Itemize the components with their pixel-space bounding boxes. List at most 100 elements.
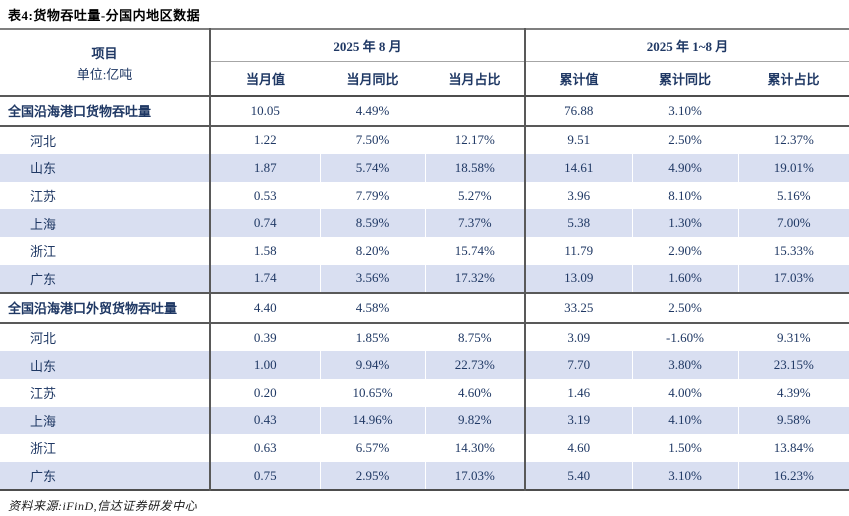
cell-value: 3.19 <box>524 406 632 435</box>
row-label: 河北 <box>0 125 211 155</box>
cell-value: 11.79 <box>524 236 632 265</box>
cell-value: 22.73% <box>424 351 526 379</box>
cell-value: 12.17% <box>424 125 526 155</box>
cell-value: 10.65% <box>319 378 425 407</box>
table-row: 江苏 0.53 7.79% 5.27% 3.96 8.10% 5.16% <box>0 181 849 210</box>
cell-value: 2.50% <box>631 292 738 324</box>
cell-value: 8.10% <box>631 181 738 210</box>
table-title: 表4:货物吞吐量-分国内地区数据 <box>8 8 201 23</box>
cell-value: 14.96% <box>319 406 425 435</box>
cell-value: 7.70 <box>524 351 632 379</box>
header-group-row: 项目 单位:亿吨 2025 年 8 月 2025 年 1~8 月 <box>0 29 849 96</box>
header-columns-row: 当月值 当月同比 当月占比 累计值 累计同比 累计占比 <box>0 61 849 97</box>
row-label: 江苏 <box>0 378 211 407</box>
cell-value: 33.25 <box>524 292 632 324</box>
cell-value: 3.96 <box>524 181 632 210</box>
cell-value: 10.05 <box>209 95 320 127</box>
cell-value: 1.00 <box>209 351 320 379</box>
cell-value: -1.60% <box>631 322 738 352</box>
row-label: 上海 <box>0 406 211 435</box>
cell-value: 0.43 <box>209 406 320 435</box>
cell-value: 19.01% <box>737 154 849 182</box>
cell-value: 9.51 <box>524 125 632 155</box>
cell-value: 4.40 <box>209 292 320 324</box>
cell-value: 7.79% <box>319 181 425 210</box>
cell-value: 4.39% <box>737 378 849 407</box>
cargo-throughput-table: 项目 单位:亿吨 2025 年 8 月 2025 年 1~8 月 当月值 当月同… <box>0 28 849 492</box>
cell-value: 6.57% <box>319 434 425 462</box>
cell-value: 13.09 <box>524 264 632 294</box>
cell-value: 17.03% <box>424 461 526 491</box>
table-row: 江苏 0.20 10.65% 4.60% 1.46 4.00% 4.39% <box>0 378 849 407</box>
row-label: 广东 <box>0 264 211 294</box>
table-row: 全国沿海港口外贸货物吞吐量 4.40 4.58% 33.25 2.50% <box>0 292 849 324</box>
cell-value: 1.87 <box>209 154 320 182</box>
cell-value: 3.10% <box>631 461 738 491</box>
cell-value <box>737 292 849 324</box>
cell-value: 9.31% <box>737 322 849 352</box>
cell-value: 8.75% <box>424 322 526 352</box>
cell-value: 2.95% <box>319 461 425 491</box>
cell-value: 5.27% <box>424 181 526 210</box>
row-label: 江苏 <box>0 181 211 210</box>
cell-value: 0.75 <box>209 461 320 491</box>
cell-value: 0.20 <box>209 378 320 407</box>
cell-value: 1.30% <box>631 209 738 237</box>
row-label: 山东 <box>0 154 211 182</box>
column-header-monthly-share: 当月占比 <box>425 61 526 97</box>
column-header-monthly-yoy: 当月同比 <box>320 61 425 97</box>
cell-value: 2.50% <box>631 125 738 155</box>
cell-value: 4.00% <box>631 378 738 407</box>
cell-value: 16.23% <box>737 461 849 491</box>
cell-value: 2.90% <box>631 236 738 265</box>
cell-value: 1.60% <box>631 264 738 294</box>
cell-value: 9.82% <box>424 406 526 435</box>
row-label: 全国沿海港口货物吞吐量 <box>0 95 211 127</box>
cell-value: 9.58% <box>737 406 849 435</box>
cell-value: 1.74 <box>209 264 320 294</box>
row-label: 上海 <box>0 209 211 237</box>
cell-value: 8.59% <box>319 209 425 237</box>
column-header-item: 项目 <box>91 45 118 61</box>
cell-value: 14.61 <box>524 154 632 182</box>
cell-value: 0.53 <box>209 181 320 210</box>
column-group-jan-aug: 2025 年 1~8 月 <box>525 29 849 62</box>
table-row: 河北 0.39 1.85% 8.75% 3.09 -1.60% 9.31% <box>0 322 849 352</box>
cell-value: 3.10% <box>631 95 738 127</box>
table-row: 浙江 1.58 8.20% 15.74% 11.79 2.90% 15.33% <box>0 236 849 265</box>
cell-value: 7.50% <box>319 125 425 155</box>
table-row: 广东 1.74 3.56% 17.32% 13.09 1.60% 17.03% <box>0 264 849 294</box>
cell-value: 7.00% <box>737 209 849 237</box>
cell-value: 17.03% <box>737 264 849 294</box>
unit-label: 单位:亿吨 <box>76 66 133 82</box>
cell-value: 4.60% <box>424 378 526 407</box>
cell-value: 14.30% <box>424 434 526 462</box>
cell-value: 76.88 <box>524 95 632 127</box>
table-row: 广东 0.75 2.95% 17.03% 5.40 3.10% 16.23% <box>0 461 849 491</box>
row-label: 浙江 <box>0 434 211 462</box>
cell-value <box>737 95 849 127</box>
row-label: 山东 <box>0 351 211 379</box>
column-header-monthly-value: 当月值 <box>210 61 320 97</box>
row-label: 河北 <box>0 322 211 352</box>
column-header-item-unit: 项目 单位:亿吨 <box>0 29 211 96</box>
table-row: 河北 1.22 7.50% 12.17% 9.51 2.50% 12.37% <box>0 125 849 155</box>
cell-value: 1.50% <box>631 434 738 462</box>
table-row: 浙江 0.63 6.57% 14.30% 4.60 1.50% 13.84% <box>0 434 849 462</box>
cell-value: 4.58% <box>319 292 425 324</box>
cell-value: 1.46 <box>524 378 632 407</box>
row-label: 全国沿海港口外贸货物吞吐量 <box>0 292 211 324</box>
cell-value: 5.16% <box>737 181 849 210</box>
cell-value: 3.80% <box>631 351 738 379</box>
cell-value: 23.15% <box>737 351 849 379</box>
table-row: 上海 0.43 14.96% 9.82% 3.19 4.10% 9.58% <box>0 406 849 435</box>
cell-value: 7.37% <box>424 209 526 237</box>
cell-value: 0.63 <box>209 434 320 462</box>
cell-value: 4.49% <box>319 95 425 127</box>
table-row: 山东 1.87 5.74% 18.58% 14.61 4.90% 19.01% <box>0 154 849 182</box>
cell-value: 15.74% <box>424 236 526 265</box>
cell-value: 3.09 <box>524 322 632 352</box>
cell-value: 5.74% <box>319 154 425 182</box>
cell-value: 4.60 <box>524 434 632 462</box>
